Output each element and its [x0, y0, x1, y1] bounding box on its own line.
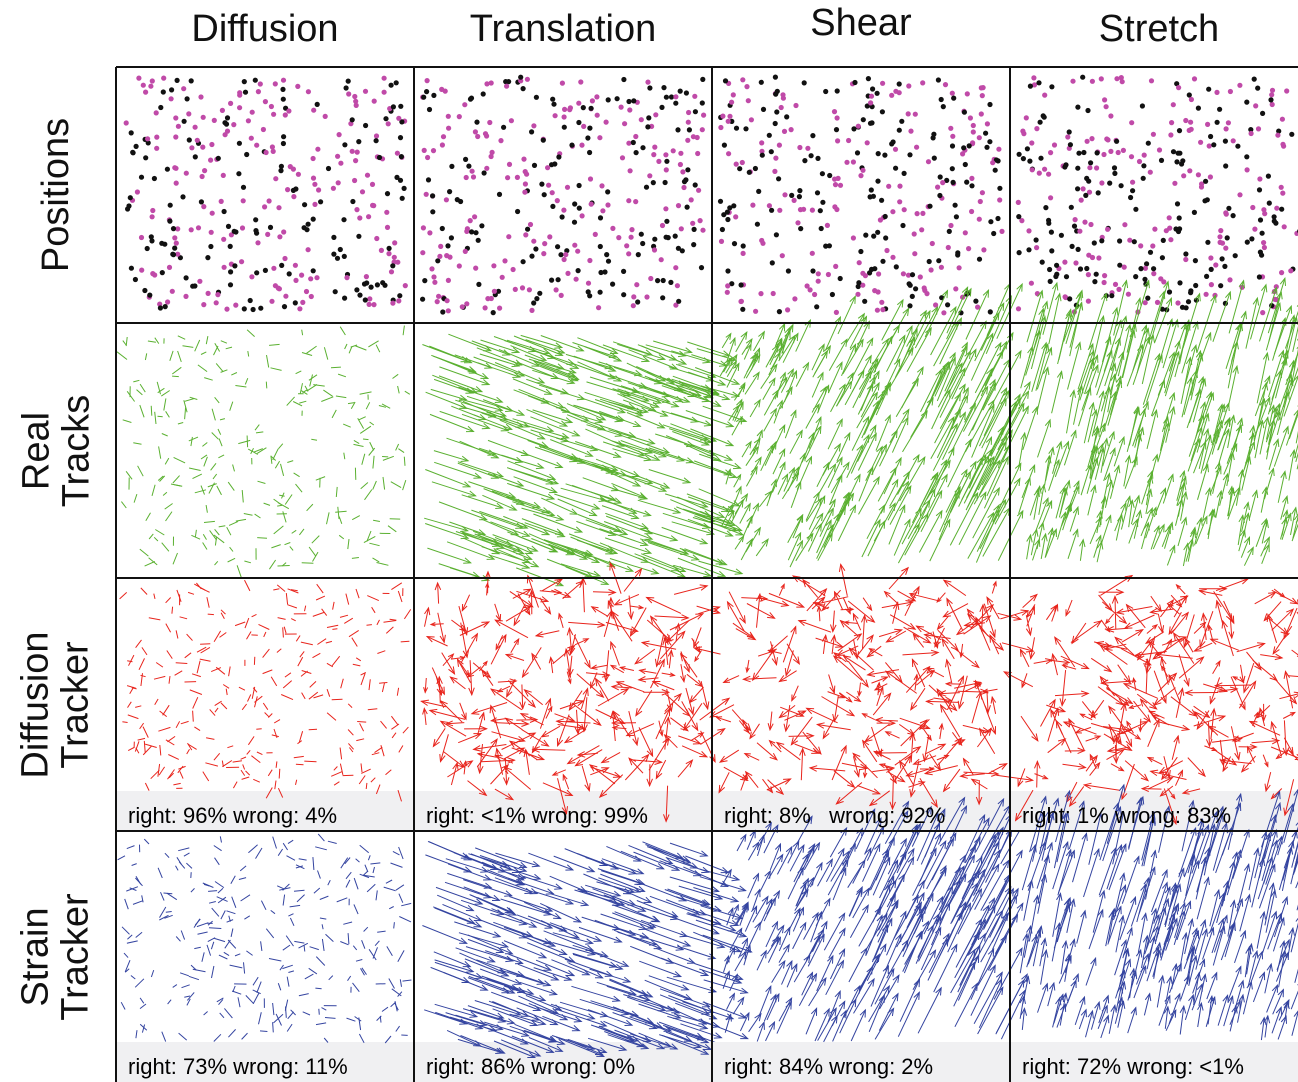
stats-strain-tracker-translation: right: 86% wrong: 0%	[426, 1054, 635, 1079]
panel-real-tracks-translation	[422, 333, 748, 587]
panel-real-tracks-diffusion	[116, 325, 411, 578]
stats-strain-tracker-diffusion: right: 73% wrong: 11%	[128, 1054, 348, 1079]
panel-diffusion-tracker-shear	[693, 563, 1035, 831]
column-title-stretch: Stretch	[1098, 8, 1220, 50]
stats-diffusion-tracker-diffusion: right: 96% wrong: 4%	[128, 803, 337, 828]
column-title-shear: Shear	[810, 2, 912, 44]
stats-diffusion-tracker-stretch: right: 1% wrong: 83%	[1022, 803, 1231, 828]
stats-strain-tracker-shear: right: 84% wrong: 2%	[724, 1054, 933, 1079]
panel-strain-tracker-translation	[414, 840, 753, 1082]
panel-diffusion-tracker-diffusion	[116, 579, 414, 831]
panel-strain-tracker-diffusion	[116, 833, 414, 1082]
panel-positions-shear	[717, 74, 1005, 316]
panel-strain-tracker-stretch	[1010, 783, 1298, 1082]
stats-diffusion-tracker-shear: right: 8% wrong: 92%	[724, 803, 945, 828]
panel-real-tracks-stretch	[1018, 276, 1298, 567]
panel-diffusion-tracker-stretch	[1002, 574, 1298, 831]
panel-diffusion-tracker-translation	[414, 561, 731, 831]
panel-positions-translation	[420, 74, 707, 316]
column-title-diffusion: Diffusion	[191, 8, 339, 50]
column-title-translation: Translation	[469, 8, 657, 50]
panel-strain-tracker-shear	[712, 796, 1032, 1082]
panel-real-tracks-shear	[719, 282, 1031, 568]
stats-strain-tracker-stretch: right: 72% wrong: <1%	[1022, 1054, 1244, 1079]
stats-diffusion-tracker-translation: right: <1% wrong: 99%	[426, 803, 648, 828]
panel-positions-stretch	[1015, 74, 1298, 316]
panel-positions-diffusion	[123, 75, 408, 313]
